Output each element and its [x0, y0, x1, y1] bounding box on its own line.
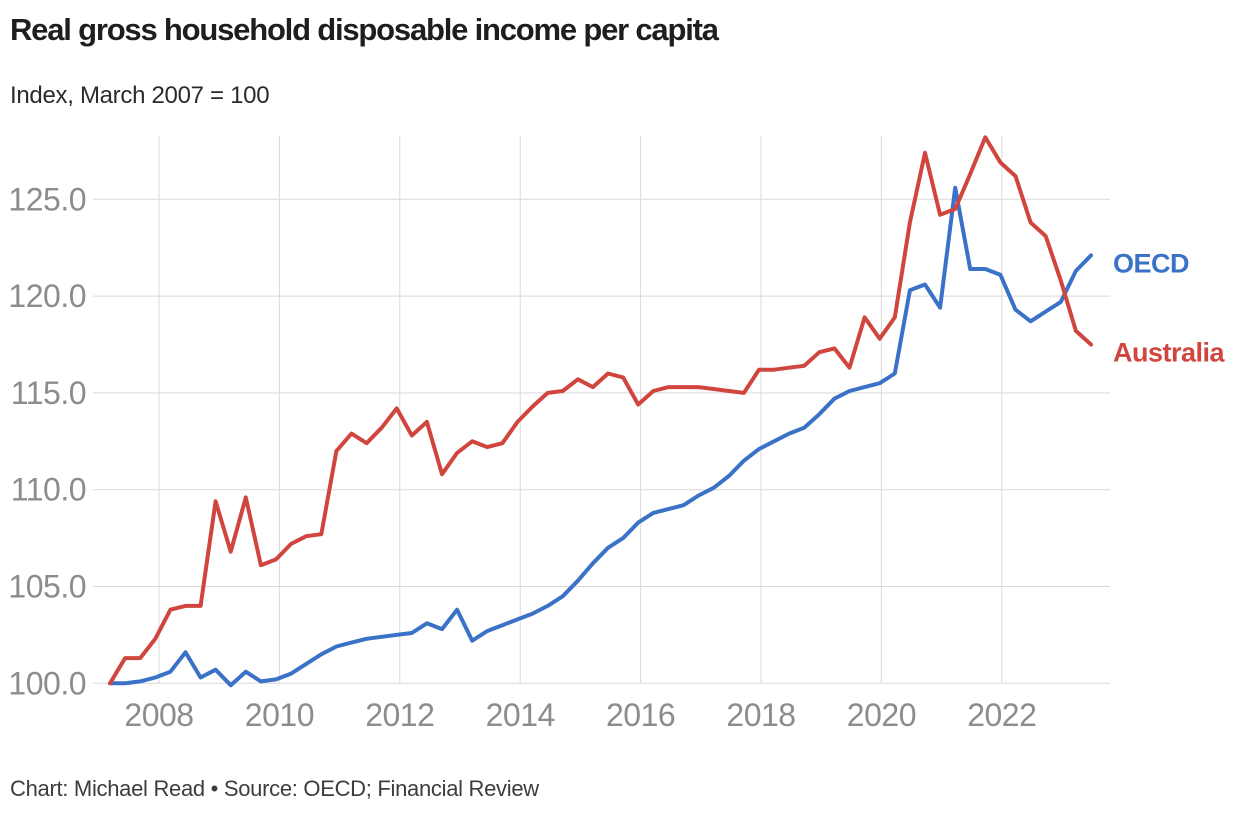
- x-axis-tick-labels: 2008 2010 2012 2014 2016 2018 2020 2022: [124, 697, 1036, 733]
- oecd-series-label: OECD: [1113, 248, 1189, 278]
- chart-title: Real gross household disposable income p…: [10, 12, 719, 47]
- x-tick-label: 2022: [967, 697, 1036, 733]
- y-tick-label: 100.0: [8, 665, 86, 701]
- y-tick-label: 110.0: [11, 472, 86, 508]
- vertical-gridlines: [158, 136, 1003, 684]
- x-tick-label: 2010: [245, 697, 314, 733]
- oecd-line: [108, 185, 1093, 688]
- chart-subtitle: Index, March 2007 = 100: [10, 82, 270, 109]
- horizontal-gridlines: [93, 198, 1110, 684]
- chart-footer: Chart: Michael Read • Source: OECD; Fina…: [10, 776, 539, 801]
- y-tick-label: 105.0: [8, 569, 86, 605]
- series-end-labels: OECD Australia: [1113, 248, 1226, 367]
- data-series: [108, 135, 1093, 688]
- x-tick-label: 2020: [847, 697, 916, 733]
- y-tick-label: 115.0: [11, 375, 86, 411]
- australia-line: [108, 135, 1093, 686]
- y-tick-label: 120.0: [8, 278, 86, 314]
- australia-series-label: Australia: [1113, 338, 1226, 368]
- y-axis-tick-labels: 100.0 105.0 110.0 115.0 120.0 125.0: [8, 181, 86, 701]
- x-tick-label: 2014: [486, 697, 555, 733]
- y-tick-label: 125.0: [8, 181, 86, 217]
- x-tick-label: 2016: [606, 697, 675, 733]
- x-tick-label: 2012: [365, 697, 434, 733]
- x-tick-label: 2018: [726, 697, 795, 733]
- x-tick-label: 2008: [124, 697, 193, 733]
